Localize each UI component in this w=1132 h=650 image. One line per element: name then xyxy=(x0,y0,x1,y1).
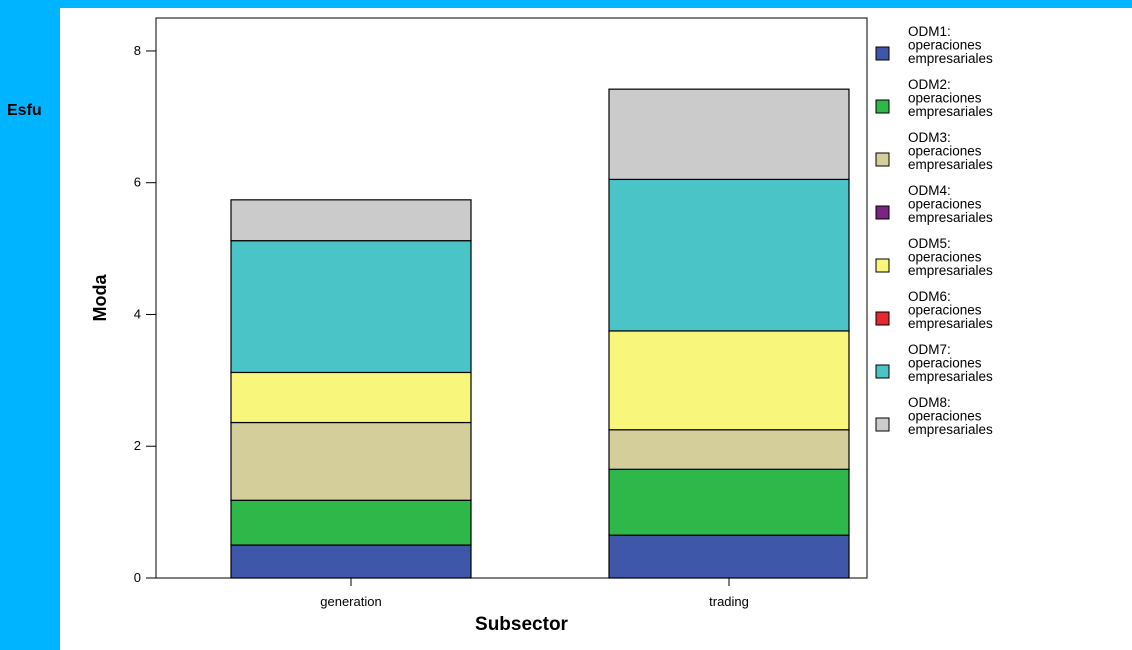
legend-label-odm4: empresariales xyxy=(908,210,993,225)
legend-label-odm7: empresariales xyxy=(908,369,993,384)
legend-swatch-odm1 xyxy=(875,46,890,61)
bar-segment-odm7-trading xyxy=(608,178,850,332)
y-tick-label: 2 xyxy=(134,438,141,453)
legend-label-odm5: operaciones xyxy=(908,250,982,265)
legend-label-odm2: ODM2: xyxy=(908,77,951,92)
y-tick-label: 4 xyxy=(134,306,141,321)
legend-swatch-odm6 xyxy=(875,311,890,326)
x-tick-label: trading xyxy=(709,594,749,609)
legend-swatch-odm7 xyxy=(875,364,890,379)
bar-segment-odm5-trading xyxy=(608,330,850,431)
x-axis-title: Subsector xyxy=(475,614,569,635)
legend-label-odm6: ODM6: xyxy=(908,289,951,304)
stacked-bar-chart: 0 2 4 6 8 generation trading Subsector Moda ODM1:… xyxy=(90,17,993,635)
legend-label-odm5: ODM5: xyxy=(908,236,951,251)
legend-label-odm5: empresariales xyxy=(908,263,993,278)
bar-segment-odm8-trading xyxy=(608,88,850,181)
bar-segment-odm3-trading xyxy=(608,429,850,470)
x-tick-label: generation xyxy=(320,594,381,609)
background-slide-text: Esfu xyxy=(7,102,42,119)
legend-label-odm2: empresariales xyxy=(908,104,993,119)
bar-segment-odm5-generation xyxy=(230,371,472,424)
legend-label-odm7: ODM7: xyxy=(908,342,951,357)
y-tick-label: 6 xyxy=(134,175,141,190)
bar-segment-odm3-generation xyxy=(230,421,472,501)
y-tick-label: 8 xyxy=(134,43,141,58)
legend-label-odm3: operaciones xyxy=(908,144,982,159)
legend-label-odm8: empresariales xyxy=(908,422,993,437)
bar-segment-odm7-generation xyxy=(230,240,472,374)
legend-label-odm6: empresariales xyxy=(908,316,993,331)
bar-segment-odm2-generation xyxy=(230,499,472,546)
bar-segment-odm1-trading xyxy=(608,534,850,579)
plot-frame xyxy=(155,17,868,579)
bar-segment-odm2-trading xyxy=(608,468,850,536)
legend-label-odm1: operaciones xyxy=(908,38,982,53)
legend-swatch-odm4 xyxy=(875,205,890,220)
legend-swatch-odm5 xyxy=(875,258,890,273)
legend-swatch-odm3 xyxy=(875,152,890,167)
legend-label-odm8: ODM8: xyxy=(908,395,951,410)
legend-label-odm1: ODM1: xyxy=(908,24,951,39)
legend-swatch-odm2 xyxy=(875,99,890,114)
legend-label-odm4: ODM4: xyxy=(908,183,951,198)
legend-label-odm2: operaciones xyxy=(908,91,982,106)
legend-label-odm3: empresariales xyxy=(908,157,993,172)
legend-label-odm6: operaciones xyxy=(908,303,982,318)
legend-swatch-odm8 xyxy=(875,417,890,432)
bar-segment-odm8-generation xyxy=(230,199,472,242)
legend-label-odm3: ODM3: xyxy=(908,130,951,145)
bar-segment-odm1-generation xyxy=(230,544,472,579)
legend-label-odm7: operaciones xyxy=(908,356,982,371)
legend-label-odm1: empresariales xyxy=(908,51,993,66)
legend-label-odm8: operaciones xyxy=(908,409,982,424)
y-axis-title: Moda xyxy=(90,274,110,322)
background-top-band xyxy=(0,0,1132,8)
chart-panel: 0 2 4 6 8 generation trading Subsector Moda ODM1:… xyxy=(60,8,1132,650)
background-left-band xyxy=(0,0,60,650)
legend-label-odm4: operaciones xyxy=(908,197,982,212)
y-tick-label: 0 xyxy=(134,570,141,585)
